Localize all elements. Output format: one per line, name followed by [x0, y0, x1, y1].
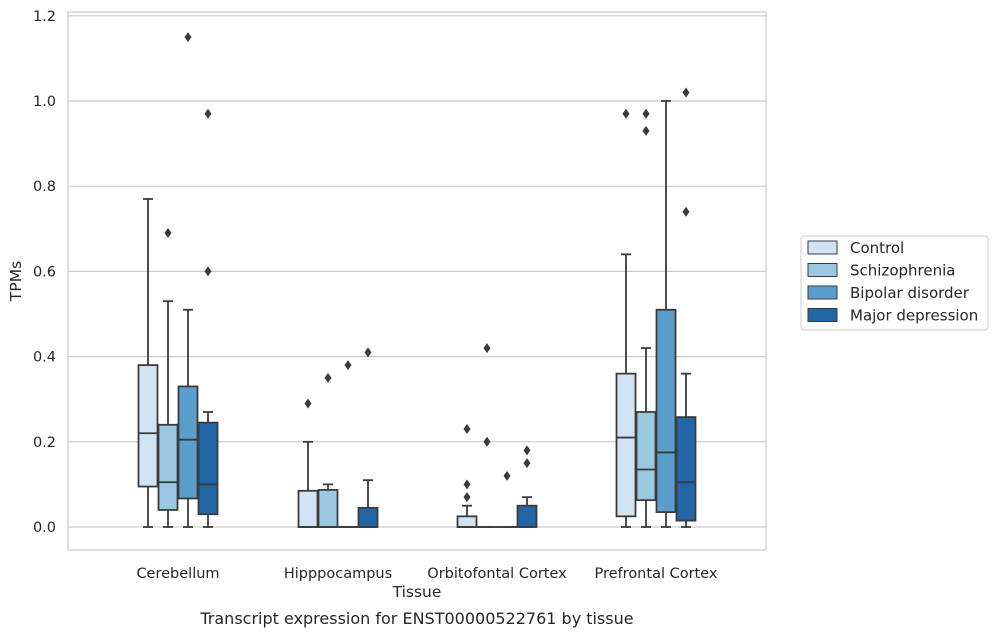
outlier-point	[682, 87, 690, 98]
y-tick-label: 0.4	[33, 350, 56, 366]
figure-caption: Transcript expression for ENST0000052276…	[199, 609, 633, 628]
outlier-point	[523, 458, 531, 469]
box-schizophrenia-0	[157, 228, 179, 528]
box-control-3	[615, 108, 637, 528]
box-bipolar-disorder-0	[177, 32, 199, 528]
box-groups	[137, 32, 697, 528]
x-tick-label: Prefrontal Cortex	[595, 566, 718, 582]
box-major-depression-1	[357, 347, 379, 528]
box-control-0	[137, 198, 159, 528]
box-schizophrenia-1	[317, 372, 339, 528]
y-tick-label: 1.0	[33, 94, 56, 110]
outlier-point	[204, 266, 212, 277]
y-tick-labels: 0.0 0.2 0.4 0.6 0.8 1.0 1.2	[33, 9, 56, 536]
outlier-point	[204, 108, 212, 119]
box-body	[317, 489, 339, 528]
box-body	[357, 506, 379, 528]
outlier-point	[483, 436, 491, 447]
outlier-point	[344, 360, 352, 371]
legend-frame	[800, 235, 989, 331]
box-bipolar-disorder-3	[655, 100, 677, 528]
box-body	[157, 423, 179, 511]
box-body	[137, 364, 159, 488]
x-tick-label: Hipppocampus	[284, 566, 392, 582]
box-body	[675, 416, 697, 522]
legend-swatch	[807, 263, 838, 277]
box-body	[456, 515, 478, 528]
box-body	[655, 308, 677, 513]
y-tick-label: 0.8	[33, 179, 56, 195]
outlier-point	[164, 228, 172, 239]
outlier-point	[503, 470, 511, 481]
outlier-point	[324, 372, 332, 383]
legend: Control Schizophrenia Bipolar disorder Majo…	[800, 235, 989, 331]
box-bipolar-disorder-2	[496, 470, 518, 528]
x-tick-label: Cerebellum	[136, 566, 219, 582]
box-body	[615, 372, 637, 518]
box-control-1	[297, 398, 319, 528]
outlier-point	[184, 32, 192, 43]
outlier-point	[463, 492, 471, 503]
box-control-2	[456, 424, 478, 528]
outlier-point	[622, 108, 630, 119]
box-major-depression-2	[516, 445, 538, 528]
y-tick-label: 0.2	[33, 435, 56, 451]
box-body	[177, 385, 199, 500]
y-tick-label: 0.6	[33, 264, 56, 280]
outlier-point	[364, 347, 372, 358]
box-body	[297, 489, 319, 528]
outlier-point	[463, 424, 471, 435]
outlier-point	[642, 108, 650, 119]
box-major-depression-3	[675, 87, 697, 528]
legend-label: Control	[850, 239, 904, 257]
x-axis-label: Tissue	[392, 583, 442, 601]
outlier-point	[463, 479, 471, 490]
x-tick-labels: Cerebellum Hipppocampus Orbitofontal Corte…	[136, 566, 717, 582]
plot-area-frame	[67, 11, 767, 551]
box-schizophrenia-3	[635, 108, 657, 528]
outlier-point	[483, 343, 491, 354]
legend-label: Bipolar disorder	[850, 284, 970, 302]
legend-swatch	[807, 285, 838, 300]
y-axis-label: TPMs	[7, 261, 25, 302]
legend-label: Major depression	[850, 307, 978, 325]
box-bipolar-disorder-1	[337, 360, 359, 528]
outlier-point	[682, 206, 690, 217]
outlier-point	[304, 398, 312, 409]
box-body	[635, 411, 657, 502]
box-schizophrenia-2	[476, 343, 498, 528]
y-tick-label: 1.2	[33, 9, 56, 25]
y-tick-label: 0.0	[33, 520, 56, 536]
box-major-depression-0	[197, 108, 219, 528]
box-body	[197, 421, 219, 516]
legend-swatch	[807, 308, 838, 322]
legend-swatch	[807, 240, 838, 255]
x-tick-label: Orbitofontal Cortex	[427, 566, 567, 582]
outlier-point	[642, 125, 650, 136]
legend-label: Schizophrenia	[850, 262, 955, 280]
box-body	[516, 504, 538, 528]
outlier-point	[523, 445, 531, 456]
